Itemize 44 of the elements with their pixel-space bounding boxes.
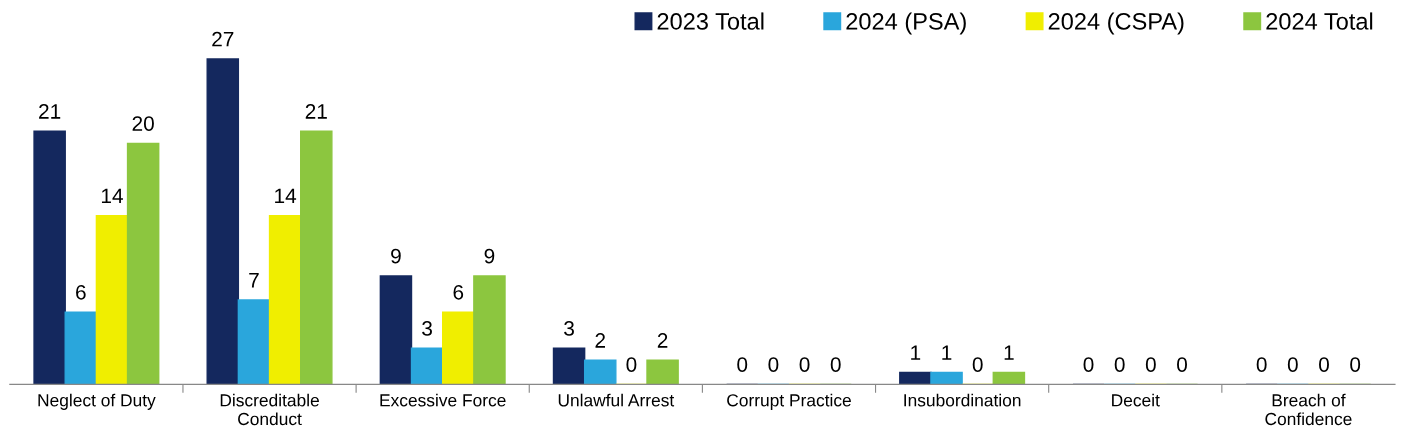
data-label: 3 — [422, 321, 432, 336]
data-label: 2 — [595, 333, 605, 348]
data-label: 0 — [1177, 357, 1187, 372]
data-label: 9 — [484, 248, 495, 264]
data-label: 0 — [1350, 357, 1361, 372]
data-label: 6 — [453, 284, 464, 300]
data-label: 14 — [101, 188, 123, 204]
x-tick-label: Deceit — [1112, 393, 1160, 407]
legend-label: 2024 Total — [1266, 12, 1373, 30]
data-label: 1 — [942, 345, 952, 360]
data-label: 21 — [39, 104, 61, 119]
x-tick-label: Discreditable Conduct — [220, 393, 319, 426]
data-label: 0 — [799, 357, 810, 372]
data-label: 0 — [1319, 357, 1329, 372]
x-tick-label: Excessive Force — [380, 393, 506, 407]
data-label: 1 — [911, 345, 921, 360]
data-label: 0 — [1083, 357, 1094, 372]
data-label: 7 — [249, 273, 259, 288]
data-label: 2 — [657, 333, 668, 348]
data-label: 1 — [1004, 345, 1014, 360]
legend-label: 2024 (PSA) — [846, 12, 966, 35]
x-tick-label: Insubordination — [904, 393, 1021, 407]
x-tick-label: Breach of Confidence — [1265, 393, 1352, 426]
data-label: 0 — [830, 357, 841, 372]
data-label: 0 — [626, 357, 637, 372]
legend-label: 2024 (CSPA) — [1048, 12, 1184, 35]
data-label: 0 — [972, 357, 983, 372]
legend-label: 2023 Total — [657, 12, 764, 30]
data-label: 0 — [1287, 357, 1298, 372]
data-label: 0 — [768, 357, 779, 372]
data-label: 0 — [737, 357, 748, 372]
data-label: 6 — [76, 284, 86, 300]
data-label: 0 — [1256, 357, 1267, 372]
data-label: 0 — [1145, 357, 1156, 372]
data-label: 14 — [275, 188, 297, 204]
data-label: 21 — [305, 104, 327, 119]
x-tick-label: Unlawful Arrest — [558, 393, 675, 407]
x-tick-label: Neglect of Duty — [38, 393, 156, 410]
data-label: 20 — [132, 116, 154, 131]
x-tick-label: Corrupt Practice — [727, 393, 851, 410]
data-label: 0 — [1114, 357, 1125, 372]
data-label: 27 — [212, 31, 234, 47]
data-label: 9 — [391, 248, 401, 264]
data-label: 3 — [564, 321, 574, 336]
